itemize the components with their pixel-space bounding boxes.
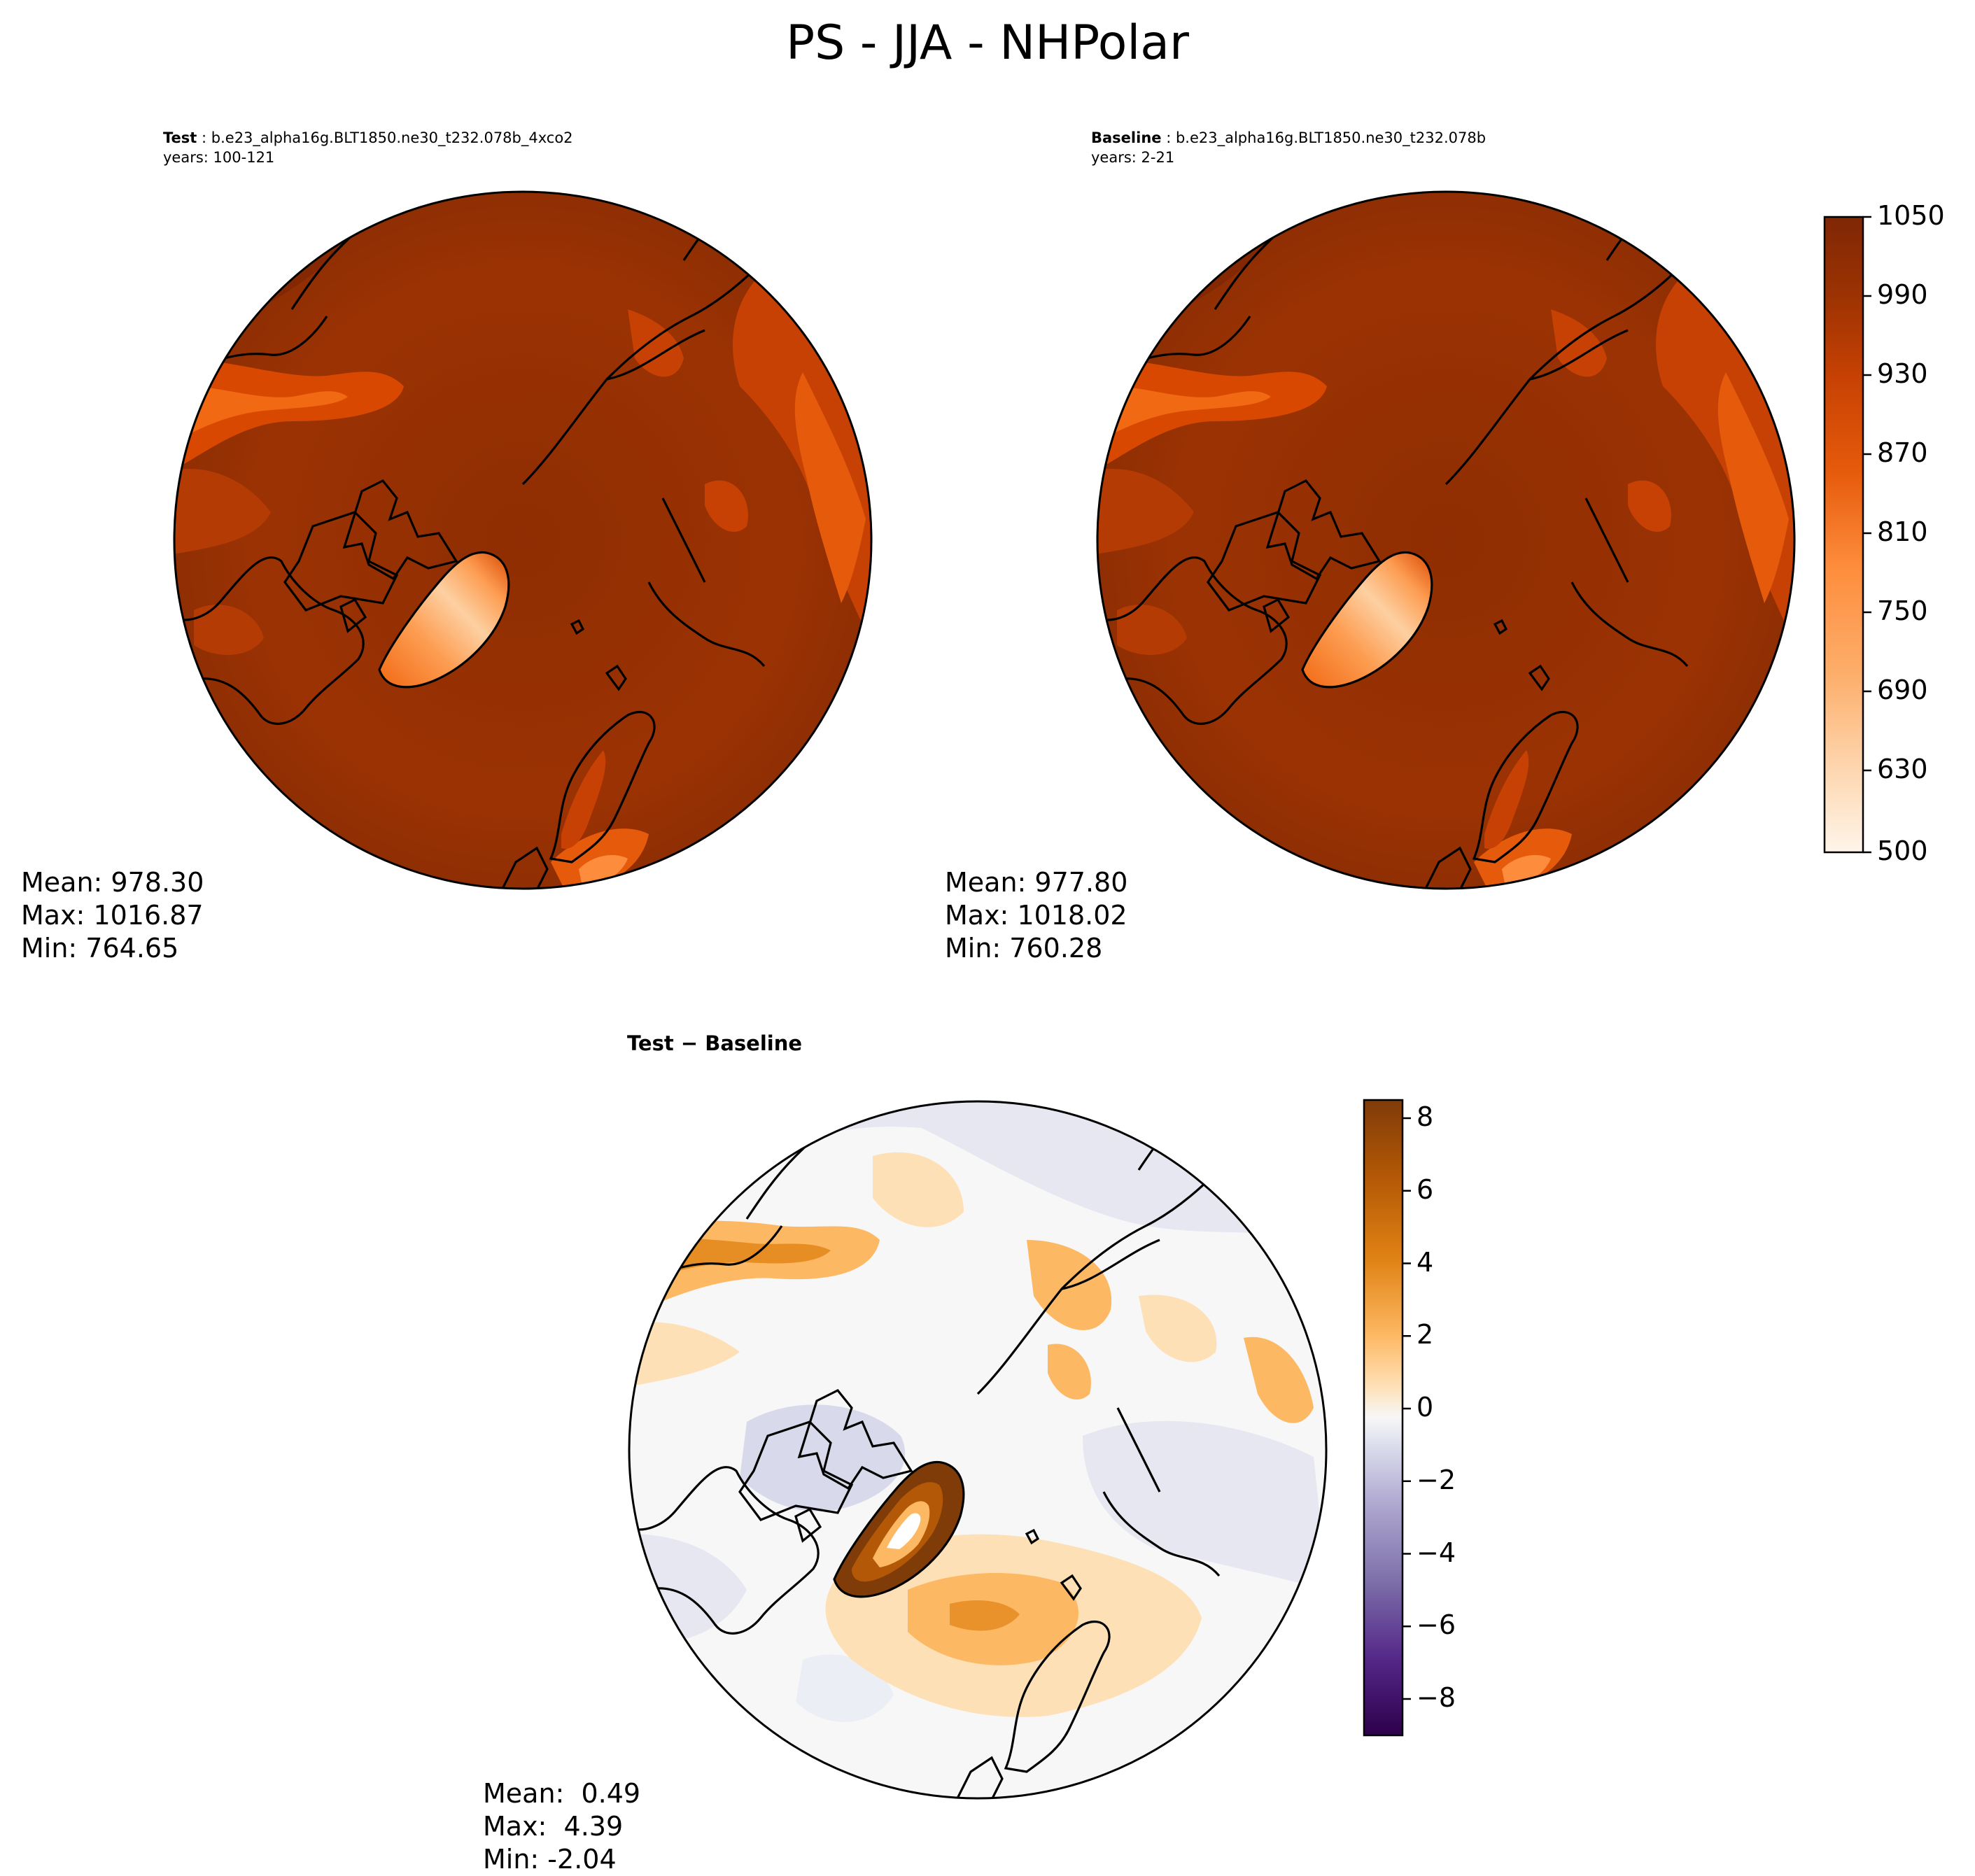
difference-colorbar-tick-label: −2 — [1417, 1464, 1456, 1495]
test-max: Max: 1016.87 — [21, 900, 204, 931]
baseline-years: years: 2-21 — [1091, 149, 1175, 166]
difference-map-boundary — [628, 1100, 1328, 1800]
difference-colorbar-tick-label: −4 — [1417, 1537, 1456, 1568]
test-years: years: 100-121 — [163, 149, 275, 166]
test-mean: Mean: 978.30 — [21, 867, 204, 898]
difference-colorbar-tick-label: 2 — [1417, 1319, 1434, 1350]
difference-max: Max: 4.39 — [483, 1811, 624, 1842]
absolute-colorbar-tick-label: 630 — [1877, 754, 1928, 784]
difference-colorbar-tick-label: −6 — [1417, 1609, 1456, 1641]
baseline-mean: Mean: 977.80 — [945, 867, 1128, 898]
figure-title: PS - JJA - NHPolar — [786, 15, 1189, 71]
test-min: Min: 764.65 — [21, 933, 179, 964]
difference-colorbar-tick-label: 0 — [1417, 1392, 1434, 1423]
baseline-panel-title: Baseline : b.e23_alpha16g.BLT1850.ne30_t… — [1091, 129, 1486, 166]
test-label: Test — [163, 129, 197, 146]
difference-mean: Mean: 0.49 — [483, 1778, 641, 1809]
difference-colorbar-tick-label: 8 — [1417, 1101, 1434, 1132]
baseline-label: Baseline — [1091, 129, 1162, 146]
absolute-colorbar — [1823, 216, 1864, 854]
absolute-colorbar-tick-label: 750 — [1877, 595, 1928, 626]
baseline-case-name: b.e23_alpha16g.BLT1850.ne30_t232.078b — [1175, 129, 1486, 146]
difference-colorbar-tick-label: −8 — [1417, 1682, 1456, 1713]
difference-stats: Mean: 0.49 Max: 4.39 Min: -2.04 — [483, 1777, 640, 1876]
absolute-colorbar-tick-label: 810 — [1877, 516, 1928, 547]
test-panel-title: Test : b.e23_alpha16g.BLT1850.ne30_t232.… — [163, 129, 573, 166]
absolute-colorbar-tick-label: 990 — [1877, 279, 1928, 310]
absolute-colorbar-tick-label: 930 — [1877, 358, 1928, 389]
baseline-map-boundary — [1096, 190, 1796, 890]
difference-colorbar — [1363, 1099, 1404, 1737]
difference-panel-title: Test − Baseline — [627, 1031, 803, 1055]
baseline-map — [1097, 192, 1794, 889]
difference-colorbar-tick-label: 6 — [1417, 1173, 1434, 1205]
test-case-name: b.e23_alpha16g.BLT1850.ne30_t232.078b_4x… — [211, 129, 573, 146]
test-stats: Mean: 978.30 Max: 1016.87 Min: 764.65 — [21, 866, 204, 965]
baseline-stats: Mean: 977.80 Max: 1018.02 Min: 760.28 — [945, 866, 1127, 965]
difference-min: Min: -2.04 — [483, 1844, 617, 1875]
difference-colorbar-tick-label: 4 — [1417, 1246, 1434, 1278]
baseline-max: Max: 1018.02 — [945, 900, 1127, 931]
absolute-colorbar-tick-label: 1050 — [1877, 200, 1945, 231]
baseline-min: Min: 760.28 — [945, 933, 1103, 964]
test-map-boundary — [173, 190, 873, 890]
absolute-colorbar-tick-label: 690 — [1877, 675, 1928, 705]
absolute-colorbar-tick-label: 500 — [1877, 835, 1928, 866]
absolute-colorbar-tick-label: 870 — [1877, 437, 1928, 468]
test-map — [174, 192, 871, 889]
difference-map — [629, 1101, 1326, 1798]
